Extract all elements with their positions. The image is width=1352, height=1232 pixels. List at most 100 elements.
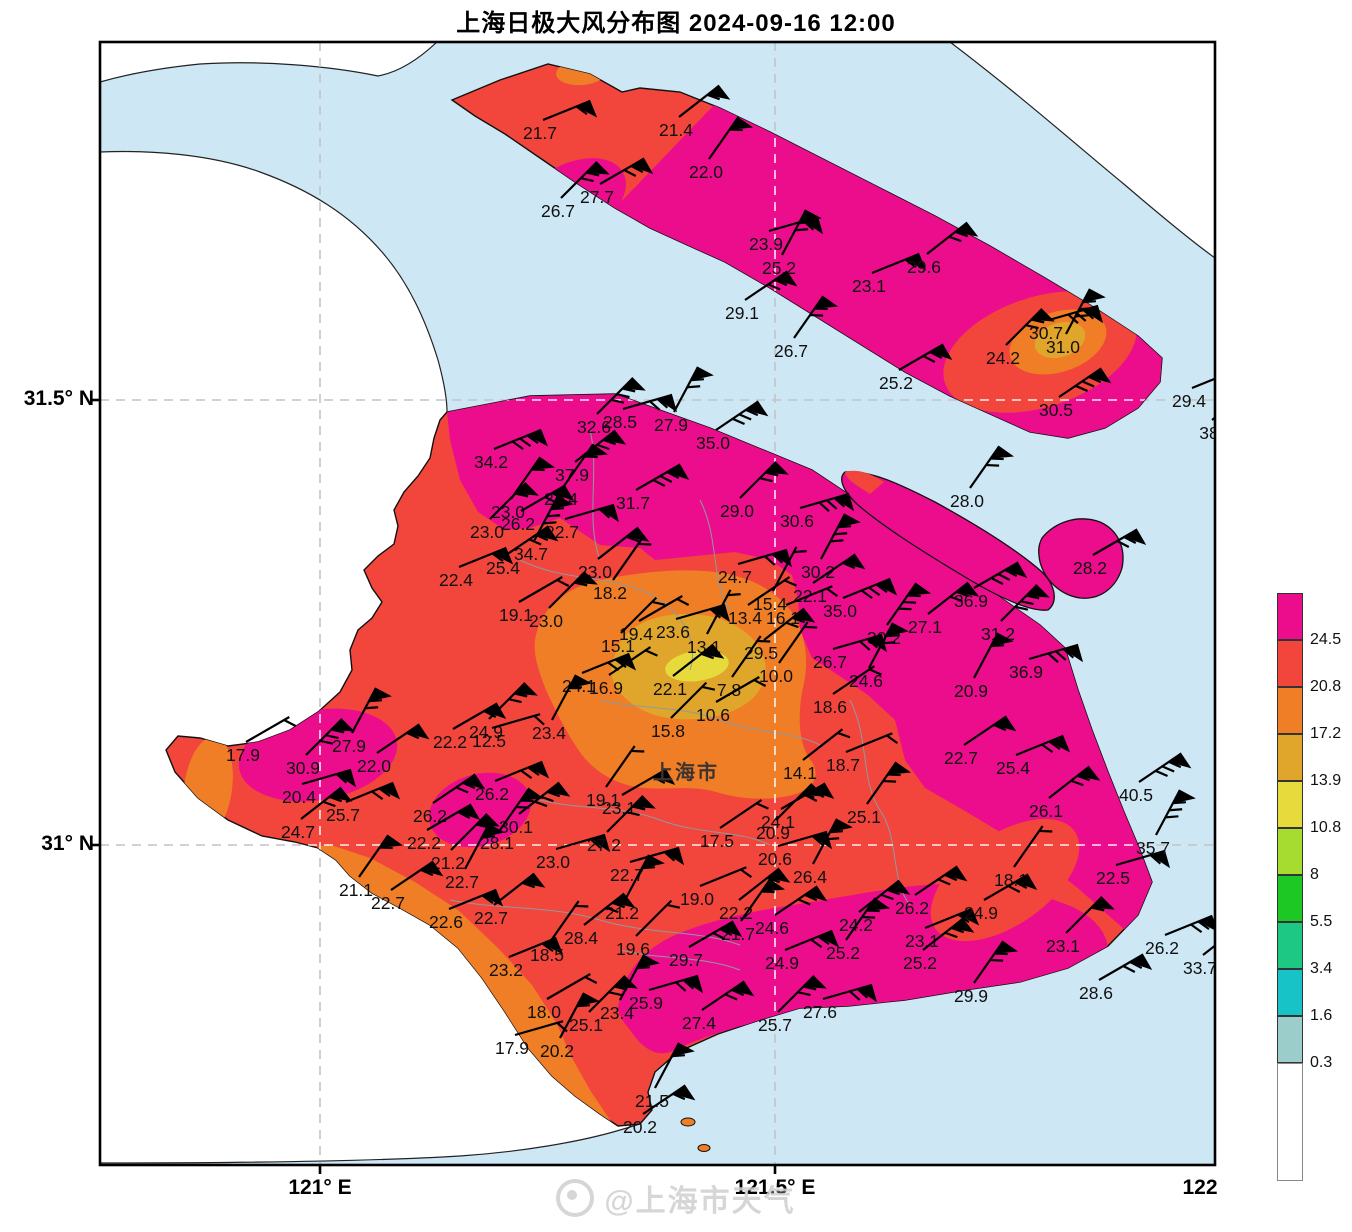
station-label: 32.6 (577, 417, 611, 437)
wind-station: 25.9 (629, 974, 704, 1013)
wind-barb-icon (785, 585, 839, 607)
station-label: 29.9 (954, 986, 988, 1006)
wind-station: 23.1 (1046, 896, 1115, 956)
wind-station: 23.0 (529, 571, 598, 631)
wind-barb-icon (351, 687, 392, 734)
legend-swatch (1277, 640, 1303, 687)
mainland-topright (949, 42, 1215, 259)
station-label: 31.7 (616, 493, 650, 513)
wind-station: 30.6 (780, 492, 855, 531)
wind-barb-icon (555, 833, 611, 853)
wind-station: 24.6 (849, 622, 909, 691)
station-label: 25.2 (826, 943, 860, 963)
wind-station: 27.4 (682, 980, 755, 1033)
wind-barb-icon (777, 975, 827, 1013)
lat-label: 31.5° N (23, 387, 94, 410)
wind-barb-icon (1138, 752, 1192, 783)
wind-barb-icon (701, 980, 755, 1011)
wind-station: 29.1 (725, 270, 798, 323)
station-label: 17.9 (495, 1038, 529, 1058)
wind-barb-icon (1013, 825, 1053, 868)
wind-barb-icon (563, 443, 609, 487)
wind-contours (183, 394, 1152, 1126)
station-label: 26.1 (1029, 801, 1063, 821)
wind-barb-icon (678, 84, 731, 118)
wind-barb-icon (670, 681, 716, 719)
wind-station: 10.6 (696, 676, 767, 725)
district-boundaries (449, 429, 911, 971)
station-label: 21.4 (659, 120, 693, 140)
wind-barb-icon (738, 867, 791, 901)
wind-station: 22.5 (1096, 849, 1171, 888)
wind-barb-icon (518, 576, 570, 603)
station-label: 22.2 (719, 903, 753, 923)
station-label: 18.5 (530, 945, 564, 965)
wind-station: 22.0 (357, 723, 430, 776)
mainland-topleft (100, 42, 438, 83)
station-label: 28.1 (480, 833, 514, 853)
wind-barb-icon (1065, 896, 1115, 934)
wind-barb-icon (793, 295, 839, 339)
wind-station: 25.1 (847, 761, 912, 827)
lon-label: 121° E (288, 1176, 352, 1199)
wind-barb-icon (505, 525, 559, 556)
station-label: 22.1 (653, 679, 687, 699)
wind-barb-icon (927, 581, 980, 615)
wind-station: 22.4 (439, 546, 514, 590)
station-label: 7.8 (717, 680, 741, 700)
wind-station: 19.1 (586, 745, 645, 810)
wind-station: 27.9 (654, 366, 714, 435)
station-label: 25.2 (903, 953, 937, 973)
station-label: 22.4 (439, 570, 473, 590)
wind-barb-icon (376, 723, 430, 754)
wind-station: 21.2 (431, 813, 500, 873)
wind-station: 20.2 (623, 1084, 696, 1137)
legend-swatch (1277, 969, 1303, 1016)
legend-swatch (1277, 687, 1303, 734)
wind-barb-icon (305, 718, 355, 756)
station-label: 28.5 (603, 412, 637, 432)
wind-station: 30.5 (1039, 367, 1112, 420)
wind-barb-icon (866, 761, 912, 805)
wind-station: 13.4 (728, 576, 797, 628)
wind-barb-icon (624, 854, 665, 901)
wind-barb-icon (784, 929, 840, 952)
wind-station: 25.4 (996, 734, 1071, 778)
wind-station: 17.5 (700, 799, 769, 851)
wind-barb-icon (491, 713, 545, 730)
wind-station: 23.2 (489, 936, 564, 980)
station-label: 25.4 (996, 758, 1030, 778)
wind-station: 12.5 (472, 713, 545, 751)
wind-station: 14.1 (783, 728, 851, 783)
wind-barb-icon (499, 787, 545, 831)
wind-barb-icon (599, 157, 654, 185)
station-label: 23.1 (905, 931, 939, 951)
wind-station: 27.7 (580, 157, 654, 207)
wind-station: 29.7 (669, 920, 743, 970)
wind-station: 24.9 (765, 929, 840, 973)
wind-barb-icon (802, 728, 851, 761)
wind-barb-icon (1028, 643, 1084, 663)
wind-station: 28.4 (564, 892, 636, 948)
wind-barb-icon (1015, 734, 1071, 757)
wind-station: 21.2 (605, 854, 665, 923)
station-label: 29.1 (725, 303, 759, 323)
wind-barb-icon (596, 377, 646, 415)
wind-station: 28.1 (480, 787, 545, 853)
station-label: 22.7 (445, 872, 479, 892)
wind-barb-icon (812, 553, 866, 584)
wind-station: 22.7 (371, 860, 444, 913)
station-label: 21.2 (605, 903, 639, 923)
wind-barb-icon (458, 546, 514, 569)
wind-barb-icon (886, 582, 932, 626)
station-label: 25.1 (569, 1015, 603, 1035)
wind-barb-icon (914, 865, 968, 896)
station-label: 13.4 (728, 608, 762, 628)
station-label: 22.7 (944, 748, 978, 768)
station-label: 27.6 (803, 1002, 837, 1022)
wind-station: 29.6 (907, 221, 979, 277)
lat-label: 31° N (41, 832, 94, 855)
wind-station: 18.6 (813, 665, 882, 717)
wind-station: 20.6 (758, 830, 833, 869)
